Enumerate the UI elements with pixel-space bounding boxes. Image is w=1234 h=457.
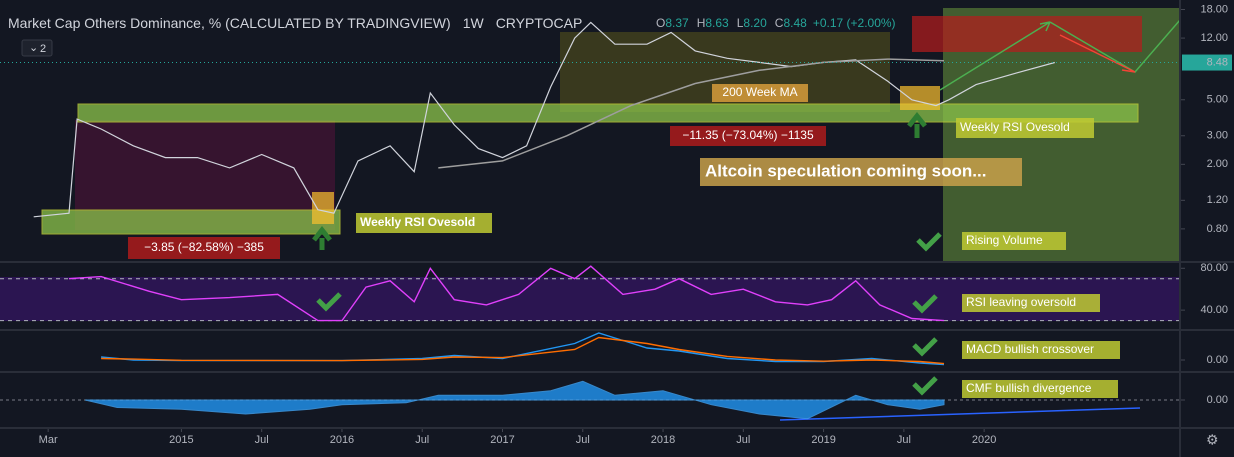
last-price-tag [1182, 54, 1232, 71]
annotation: CMF bullish divergence [966, 381, 1092, 395]
y-tick-label: 18.00 [1200, 3, 1228, 15]
ohlc-value: 8.37 [665, 16, 689, 30]
y-tick-label: 0.00 [1207, 354, 1228, 366]
support-zone [77, 103, 1139, 123]
time-label: Jul [897, 434, 911, 446]
time-label: 2017 [490, 434, 514, 446]
y-tick-label: 3.00 [1207, 130, 1228, 142]
projection-arrow [1059, 34, 1136, 73]
settings-icon[interactable]: ⚙ [1206, 432, 1219, 448]
symbol-title: Market Cap Others Dominance, % (CALCULAT… [8, 15, 582, 31]
ohlc-key: L [737, 16, 744, 30]
y-tick-label: 80.00 [1200, 262, 1228, 274]
interval: 1W [463, 15, 485, 31]
time-label: Jul [736, 434, 750, 446]
indicator-toggle[interactable] [21, 39, 53, 57]
y-tick-label: 5.00 [1207, 94, 1228, 106]
ohlc-key: H [697, 16, 706, 30]
y-tick-label: 12.00 [1200, 32, 1228, 44]
projection-arrow [939, 19, 1181, 91]
exchange: CRYPTOCAP [496, 15, 583, 31]
price-line [33, 21, 1055, 218]
annotation: −3.85 (−82.58%) −385 [144, 240, 264, 254]
time-label: Jul [255, 434, 269, 446]
annotation: RSI leaving oversold [966, 295, 1076, 309]
ohlc-key: C [775, 16, 784, 30]
ohlc-key: O [656, 16, 665, 30]
signal-line [101, 336, 945, 365]
label-box [670, 126, 826, 146]
time-label: 2019 [811, 434, 835, 446]
y-tick-label: 0.00 [1207, 394, 1228, 406]
annotation: −11.35 (−73.04%) −1135 [682, 128, 814, 142]
annotation: Rising Volume [966, 233, 1043, 247]
rsi-line [68, 265, 945, 322]
label-box [962, 341, 1120, 359]
annotation: 200 Week MA [722, 85, 797, 99]
time-label: Jul [415, 434, 429, 446]
label-box [956, 118, 1094, 138]
ohlc-value: 8.20 [743, 16, 767, 30]
annotation: MACD bullish crossover [966, 342, 1094, 356]
time-label: 2020 [972, 434, 996, 446]
y-tick-label: 0.80 [1207, 223, 1228, 235]
oversold-box [900, 86, 940, 110]
oversold-box [312, 192, 334, 224]
label-box [962, 380, 1118, 398]
label-box [356, 213, 492, 233]
indicator-toggle-chevron: ⌄ [29, 42, 38, 54]
price-line [438, 58, 945, 169]
time-label: 2015 [169, 434, 193, 446]
last-price-label: 8.48 [1207, 56, 1228, 68]
y-tick-label: 40.00 [1200, 304, 1228, 316]
label-box [700, 158, 1022, 186]
ohlc-value: 8.48 [783, 16, 807, 30]
time-label: 2016 [330, 434, 354, 446]
label-box [962, 294, 1100, 312]
y-tick-label: 1.20 [1207, 194, 1228, 206]
time-label: 2018 [651, 434, 675, 446]
indicator-count: 2 [40, 43, 46, 55]
support-zone [41, 209, 341, 235]
cmf-area [84, 380, 945, 420]
divergence-arrow [779, 407, 1141, 421]
annotation: Weekly RSI Ovesold [360, 215, 475, 229]
ohlc-value: 8.63 [705, 16, 729, 30]
annotation: Weekly RSI Ovesold [960, 120, 1070, 134]
title: Market Cap Others Dominance, % (CALCULAT… [8, 15, 451, 31]
resistance-zone [912, 16, 1142, 52]
check-marks [316, 232, 942, 396]
time-label: Mar [39, 434, 58, 446]
annotation: Altcoin speculation coming soon... [705, 161, 986, 180]
label-box [128, 237, 280, 259]
y-tick-label: 2.00 [1207, 158, 1228, 170]
label-box [962, 232, 1066, 250]
time-label: Jul [576, 434, 590, 446]
label-box [712, 84, 808, 102]
change: +0.17 (+2.00%) [813, 16, 896, 30]
ohlc: O8.37 H8.63 L8.20 C8.48 +0.17 (+2.00%) [656, 16, 896, 30]
up-arrow [312, 111, 927, 250]
